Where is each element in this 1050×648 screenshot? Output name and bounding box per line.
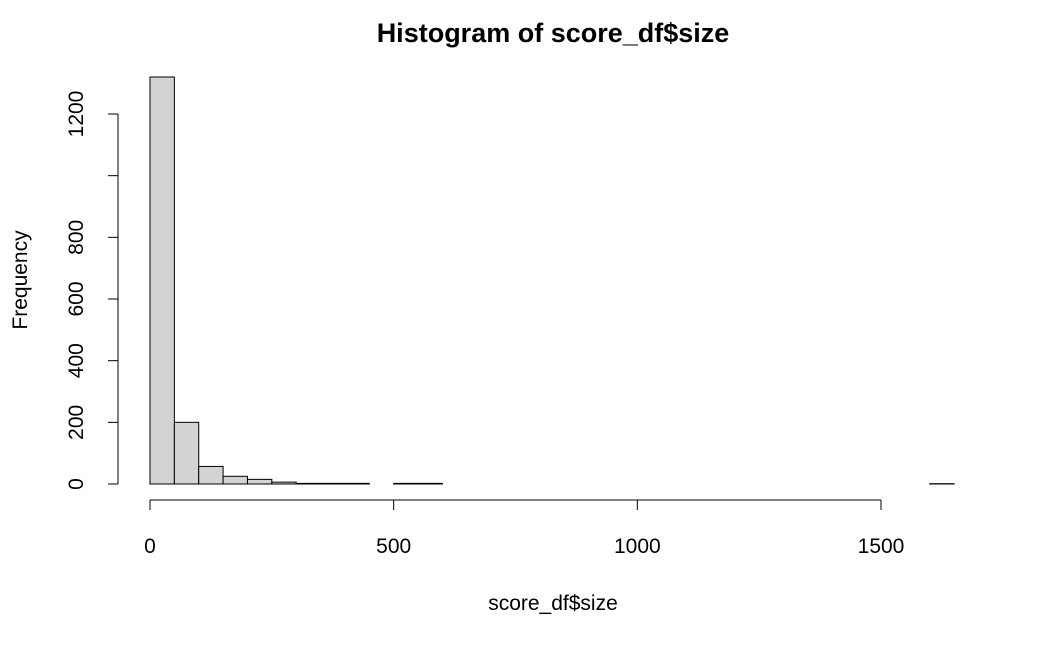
y-tick-label-1: 200 [65,405,88,440]
histogram-bar-4 [246,478,273,485]
histogram-bar-1 [173,421,200,485]
chart-title: Histogram of score_df$size [377,18,730,48]
x-tick-label-1: 500 [376,535,411,558]
x-tick-label-2: 1000 [614,535,661,558]
x-axis-label: score_df$size [488,592,618,615]
histogram-bar-2 [198,465,224,485]
y-axis-label: Frequency [9,230,32,330]
y-tick-label-3: 600 [65,281,88,316]
x-tick-label-0: 0 [144,535,156,558]
y-tick-label-4: 800 [65,220,88,255]
histogram-bar-8 [344,482,370,485]
histogram-bar-10 [393,482,419,485]
histogram-bar-0 [149,76,175,485]
histogram-bar-7 [320,482,346,485]
y-axis: 0 200 400 600 800 1200 [65,91,119,490]
histogram-bars [149,76,955,485]
y-tick-label-0: 0 [65,478,88,490]
histogram-bar-11 [417,482,443,485]
histogram-bar-5 [271,481,297,485]
y-tick-label-2: 400 [65,343,88,378]
x-tick-label-3: 1500 [858,535,905,558]
x-axis: 0 500 1000 1500 [144,499,905,558]
histogram-bar-3 [222,475,248,485]
y-tick-label-6: 1200 [65,91,88,138]
histogram-bar-6 [295,482,322,485]
